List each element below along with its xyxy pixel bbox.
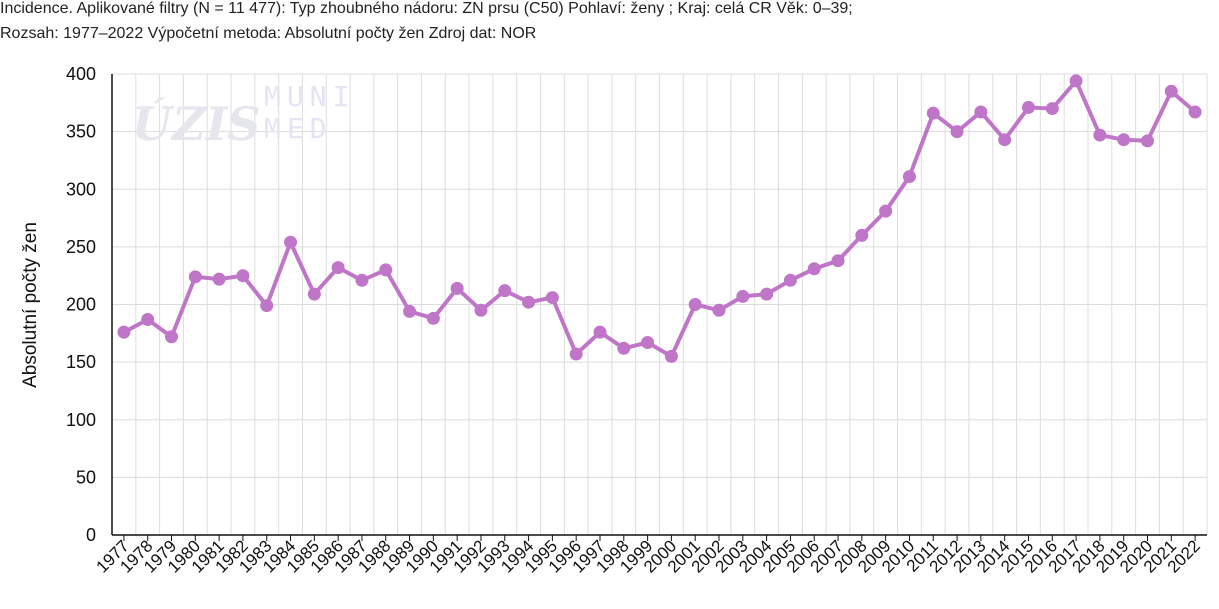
- data-point: [1069, 74, 1083, 88]
- data-point: [1140, 134, 1154, 148]
- data-point: [426, 311, 440, 325]
- series-line: [121, 78, 1198, 359]
- data-point: [879, 204, 893, 218]
- data-point: [855, 228, 869, 242]
- data-point: [212, 272, 226, 286]
- chart-subtitle: Incidence. Aplikované filtry (N = 11 477…: [0, 0, 1219, 46]
- data-point: [379, 263, 393, 277]
- data-point: [712, 303, 726, 317]
- data-point: [355, 273, 369, 287]
- data-point: [641, 336, 655, 350]
- data-point: [284, 235, 298, 249]
- data-point: [1045, 102, 1059, 116]
- watermark: ÚZIS MUNI MED: [132, 80, 355, 151]
- watermark-uzis: ÚZIS: [132, 96, 260, 151]
- data-point: [950, 125, 964, 139]
- data-point: [688, 298, 702, 311]
- y-tick-labels: 0 50 100 150 200 250 300 350 400: [66, 64, 96, 545]
- y-tick-label: 100: [66, 410, 96, 430]
- y-tick-label: 150: [66, 352, 96, 372]
- data-point: [260, 299, 274, 313]
- y-tick-label: 50: [76, 467, 96, 487]
- y-tick-label: 300: [66, 179, 96, 199]
- watermark-med: MED: [264, 112, 333, 145]
- data-point: [760, 287, 774, 301]
- y-tick-label: 250: [66, 237, 96, 257]
- data-point: [617, 341, 631, 355]
- subtitle-line-2: Rozsah: 1977–2022 Výpočetní metoda: Abso…: [0, 25, 537, 42]
- data-point: [522, 295, 536, 309]
- data-point: [569, 347, 583, 361]
- data-point: [1117, 133, 1131, 147]
- data-point: [831, 254, 845, 268]
- y-tick-label: 350: [66, 122, 96, 142]
- y-tick-label: 0: [86, 525, 96, 545]
- data-points: [117, 74, 1202, 363]
- data-point: [498, 284, 512, 298]
- subtitle-line-1: Incidence. Aplikované filtry (N = 11 477…: [0, 0, 853, 17]
- data-point: [331, 261, 345, 275]
- data-point: [926, 106, 940, 120]
- data-point: [1164, 84, 1178, 98]
- y-tick-label: 200: [66, 295, 96, 315]
- data-point: [1093, 128, 1107, 142]
- data-point: [545, 291, 559, 305]
- data-point: [974, 105, 988, 119]
- data-point: [141, 312, 155, 326]
- data-point: [807, 262, 821, 276]
- data-point: [1188, 105, 1202, 119]
- series-polyline: [121, 78, 1198, 359]
- data-point: [998, 133, 1012, 147]
- data-point: [117, 325, 131, 339]
- data-point: [403, 304, 417, 318]
- x-tick-labels: 1977197819791980198119821983198419851986…: [93, 536, 1204, 576]
- data-point: [664, 349, 678, 363]
- y-tick-label: 400: [66, 64, 96, 84]
- data-point: [307, 287, 321, 301]
- data-point: [188, 270, 202, 284]
- data-point: [783, 273, 797, 287]
- data-point: [165, 330, 179, 344]
- data-point: [450, 281, 464, 295]
- data-point: [736, 289, 750, 303]
- data-point: [474, 303, 488, 317]
- data-point: [902, 170, 916, 184]
- data-point: [236, 269, 250, 283]
- watermark-muni: MUNI: [264, 80, 355, 113]
- y-axis-label: Absolutní počty žen: [20, 222, 41, 388]
- axes: [111, 74, 1207, 541]
- data-point: [1021, 100, 1035, 114]
- data-point: [593, 325, 607, 339]
